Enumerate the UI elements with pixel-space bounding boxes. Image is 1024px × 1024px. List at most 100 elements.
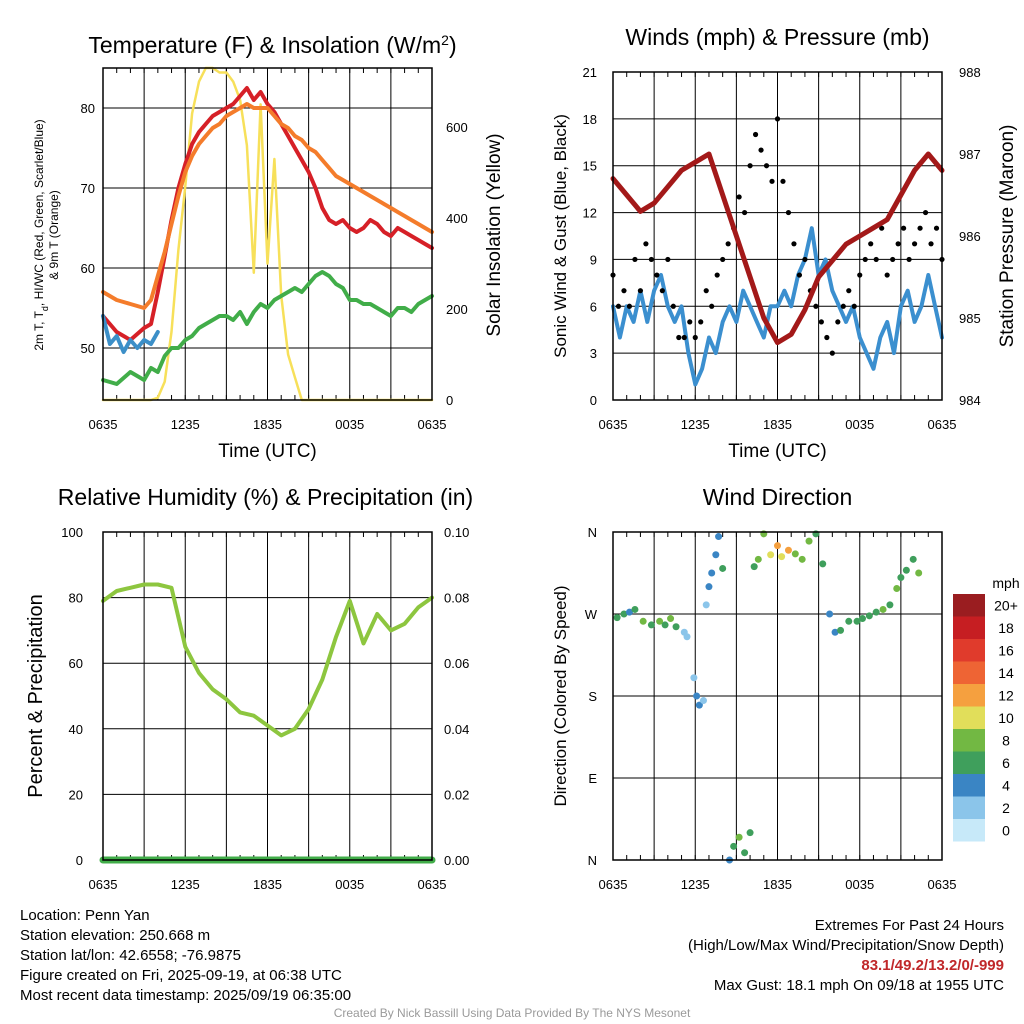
colorbar-swatch	[953, 706, 985, 729]
figure-created: Figure created on Fri, 2025-09-19, at 06…	[20, 967, 342, 984]
y-tick-label: 80	[69, 591, 83, 606]
x-tick-label: 0635	[418, 417, 447, 432]
gust-point	[654, 272, 660, 278]
y-tick-label: 0	[76, 853, 83, 868]
x-tick-label: 1235	[681, 877, 710, 892]
plot-border	[612, 531, 943, 861]
direction-point	[750, 563, 758, 571]
y-tick-label: 0	[590, 393, 597, 408]
direction-point	[754, 555, 762, 563]
gust-point	[840, 303, 846, 309]
gust-point	[648, 256, 654, 263]
temperature-series-line	[101, 270, 434, 386]
colorbar-swatch	[953, 639, 985, 662]
y-tick-label: 3	[590, 346, 597, 361]
gust-point	[890, 256, 896, 263]
gust-point	[802, 256, 808, 263]
direction-point	[837, 626, 845, 634]
x-tick-label: 1235	[171, 417, 200, 432]
gust-point	[933, 225, 940, 231]
x-tick-label: 1835	[763, 877, 792, 892]
panel-0-grid	[102, 68, 433, 400]
direction-point	[639, 617, 647, 625]
station-elevation: Station elevation: 250.668 m	[20, 927, 211, 944]
gust-point	[621, 288, 627, 294]
gust-point	[818, 319, 824, 325]
gust-point	[879, 225, 885, 231]
chart-title: Winds (mph) & Pressure (mb)	[625, 24, 929, 50]
direction-point	[746, 829, 754, 837]
direction-point	[712, 551, 720, 559]
x-tick-label: 1835	[763, 417, 792, 432]
gust-point	[829, 350, 835, 356]
gust-point	[928, 241, 934, 247]
colorbar-level-label: 2	[1002, 800, 1010, 816]
y-tick-label: 18	[583, 112, 597, 127]
gust-point	[780, 178, 786, 184]
extremes-title: Extremes For Past 24 Hours	[814, 917, 1004, 934]
y-tick-label: 100	[61, 525, 83, 540]
y-axis-label: Direction (Colored By Speed)	[551, 585, 570, 806]
direction-point	[613, 614, 621, 622]
direction-point	[767, 551, 775, 559]
gust-point	[884, 272, 890, 278]
y-tick-label: N	[588, 525, 597, 540]
x-tick-label: 0635	[928, 417, 957, 432]
direction-point	[902, 566, 910, 574]
direction-point	[699, 697, 707, 705]
x-tick-label: 1835	[253, 877, 282, 892]
x-axis-label: Time (UTC)	[218, 441, 317, 462]
x-tick-label: 0035	[845, 417, 874, 432]
y2-tick-label: 988	[959, 65, 981, 80]
direction-point	[798, 555, 806, 563]
direction-point	[730, 842, 738, 850]
colorbar-level-label: 6	[1002, 755, 1010, 771]
direction-point	[735, 833, 743, 841]
y-tick-label: E	[588, 771, 597, 786]
x-tick-label: 0635	[599, 417, 628, 432]
humidity-series-line	[101, 582, 434, 738]
chart-title: Relative Humidity (%) & Precipitation (i…	[58, 484, 473, 510]
gust-point	[851, 303, 857, 309]
y2-tick-label: 0.10	[444, 525, 469, 540]
direction-point	[826, 610, 834, 618]
direction-point	[631, 605, 639, 613]
gust-point	[769, 178, 775, 184]
colorbar-level-label: 12	[998, 687, 1014, 703]
colorbar-level-label: 8	[1002, 732, 1010, 748]
colorbar-level-label: 20+	[994, 597, 1018, 613]
chart-title: Wind Direction	[703, 484, 853, 510]
direction-point	[778, 553, 786, 561]
colorbar-level-label: 4	[1002, 777, 1010, 793]
gust-point	[698, 319, 704, 325]
gust-point	[720, 256, 726, 263]
y2-tick-label: 0.06	[444, 656, 469, 671]
title-end: )	[449, 32, 457, 58]
direction-point	[647, 621, 655, 629]
pressure-series-line	[610, 151, 945, 346]
direction-point	[886, 601, 894, 609]
gust-point	[752, 131, 759, 138]
gust-point	[846, 288, 852, 294]
x-tick-label: 0635	[599, 877, 628, 892]
colorbar-swatch	[953, 616, 985, 639]
direction-point	[853, 617, 861, 625]
direction-point	[690, 674, 698, 682]
y2-tick-label: 987	[959, 147, 981, 162]
y-tick-label: 40	[69, 722, 83, 737]
gust-point	[725, 241, 731, 247]
colorbar-swatch	[953, 661, 985, 684]
station-latlon: Station lat/lon: 42.6558; -76.9875	[20, 947, 242, 964]
gust-point	[791, 241, 797, 247]
direction-point	[784, 546, 792, 554]
direction-point	[695, 701, 703, 709]
gust-point	[763, 163, 770, 169]
direction-point	[719, 564, 727, 572]
direction-point	[819, 560, 827, 568]
y-axis-label: Percent & Precipitation	[25, 594, 47, 797]
y2-tick-label: 985	[959, 311, 981, 326]
extremes-panel: Extremes For Past 24 Hours (High/Low/Max…	[688, 916, 1004, 996]
y-axis-label-subscript: d	[40, 306, 50, 311]
y-tick-label: 21	[583, 65, 597, 80]
direction-point	[672, 623, 680, 631]
